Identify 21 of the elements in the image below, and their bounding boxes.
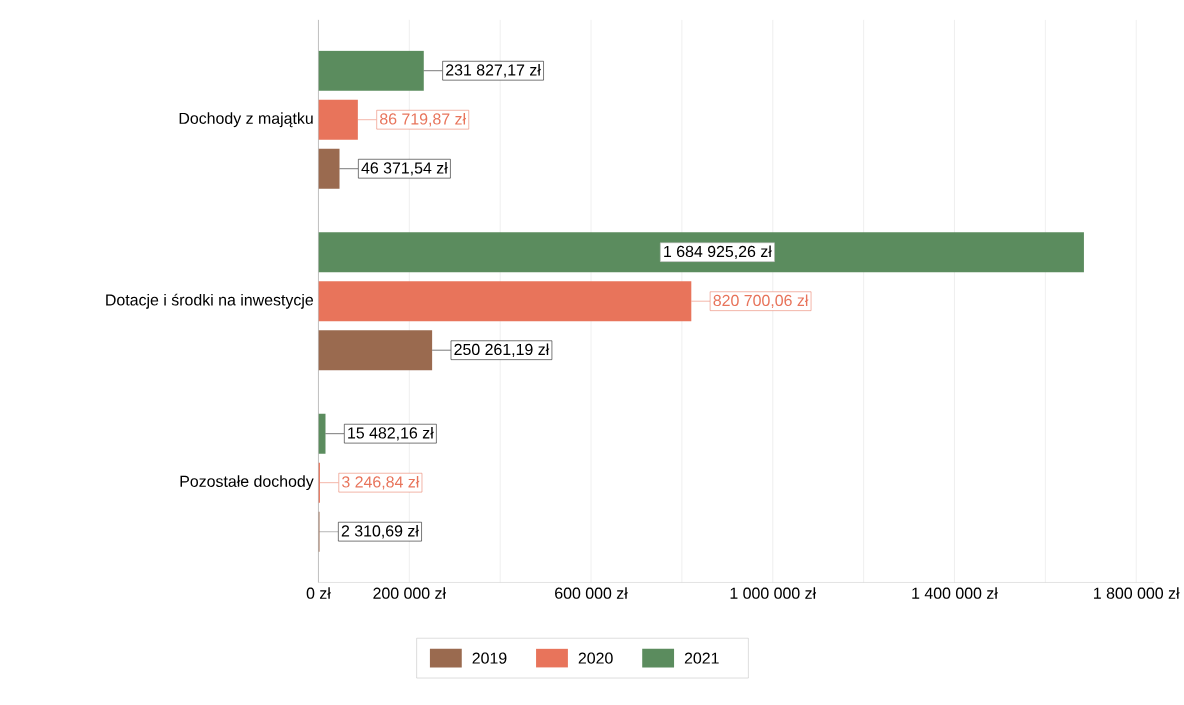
data-label: 2 310,69 zł [341,525,419,539]
data-label: 46 371,54 zł [361,162,448,176]
x-tick-label: 0 zł [306,587,331,600]
y-tick-label: Dotacje i środki na inwestycje [106,293,314,309]
data-label: 231 827,17 zł [446,64,541,78]
x-tick-label: 1 800 000 zł [1094,587,1180,600]
x-tick-label: 1 000 000 zł [730,587,817,600]
x-tick-label: 1 400 000 zł [912,587,998,600]
legend-label: 2020 [578,652,613,664]
y-tick-label: Dochody z majątku [179,112,313,128]
data-label: 1 684 925,26 zł [664,245,772,260]
data-label: 820 700,06 zł [713,294,809,309]
x-tick-label: 200 000 zł [373,587,446,600]
legend-label: 2019 [472,652,507,664]
data-label: 15 482,16 zł [348,427,434,441]
data-label: 3 246,84 zł [342,476,420,490]
legend-label: 2021 [684,652,719,664]
data-label: 86 719,87 zł [380,113,466,127]
data-label: 250 261,19 zł [454,343,550,358]
y-tick-label: Pozostałe dochody [180,475,314,491]
x-tick-label: 600 000 zł [555,587,628,600]
